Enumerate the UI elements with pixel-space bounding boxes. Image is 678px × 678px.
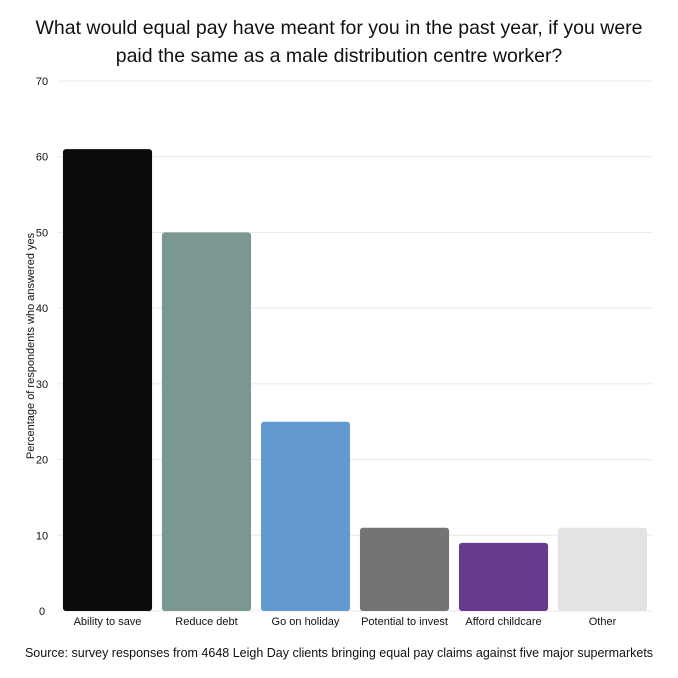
bar — [161, 232, 252, 611]
x-tick-label: Ability to save — [74, 616, 142, 628]
y-tick-label: 30 — [36, 379, 48, 391]
bar — [62, 149, 153, 611]
x-tick-label: Go on holiday — [272, 616, 340, 628]
grid-lines — [58, 80, 652, 612]
y-tick-label: 10 — [36, 530, 48, 542]
y-tick-label: 50 — [36, 227, 48, 239]
chart-title-line-1: What would equal pay have meant for you … — [35, 17, 643, 39]
bar — [458, 542, 549, 611]
x-tick-label: Potential to invest — [361, 616, 448, 628]
x-tick-label: Other — [589, 616, 617, 628]
bar — [260, 421, 351, 611]
chart-title-line-2: paid the same as a male distribution cen… — [115, 45, 563, 67]
y-tick-label: 20 — [36, 455, 48, 467]
source-note: Source: survey responses from 4648 Leigh… — [24, 646, 654, 660]
x-axis-ticks: Ability to save Reduce debt Go on holiday P… — [74, 616, 617, 628]
chart-title: What would equal pay have meant for you … — [10, 14, 668, 70]
y-axis-ticks: 0 10 20 30 40 50 60 70 — [36, 76, 48, 618]
y-tick-label: 40 — [36, 303, 48, 315]
y-tick-label: 0 — [39, 606, 45, 618]
x-tick-label: Afford childcare — [465, 616, 541, 628]
y-tick-label: 60 — [36, 152, 48, 164]
bar — [359, 527, 450, 611]
bar — [557, 527, 648, 611]
y-tick-label: 70 — [36, 76, 48, 88]
x-tick-label: Reduce debt — [175, 616, 237, 628]
bars — [62, 149, 648, 611]
y-axis-label: Percentage of respondents who answered y… — [25, 232, 37, 459]
